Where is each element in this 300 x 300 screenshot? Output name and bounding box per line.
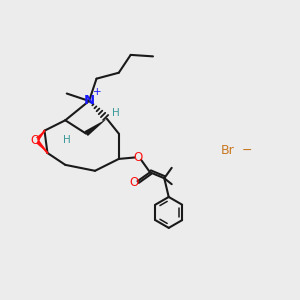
Text: H: H [63,135,71,145]
Polygon shape [36,140,47,153]
Polygon shape [84,119,107,136]
Text: O: O [129,176,139,189]
Text: Br: Br [220,143,234,157]
Text: O: O [134,151,143,164]
Text: −: − [241,143,252,157]
Text: H: H [112,108,120,118]
Text: N: N [83,94,94,107]
Text: O: O [30,134,39,147]
Polygon shape [36,131,44,140]
Text: +: + [93,87,102,97]
